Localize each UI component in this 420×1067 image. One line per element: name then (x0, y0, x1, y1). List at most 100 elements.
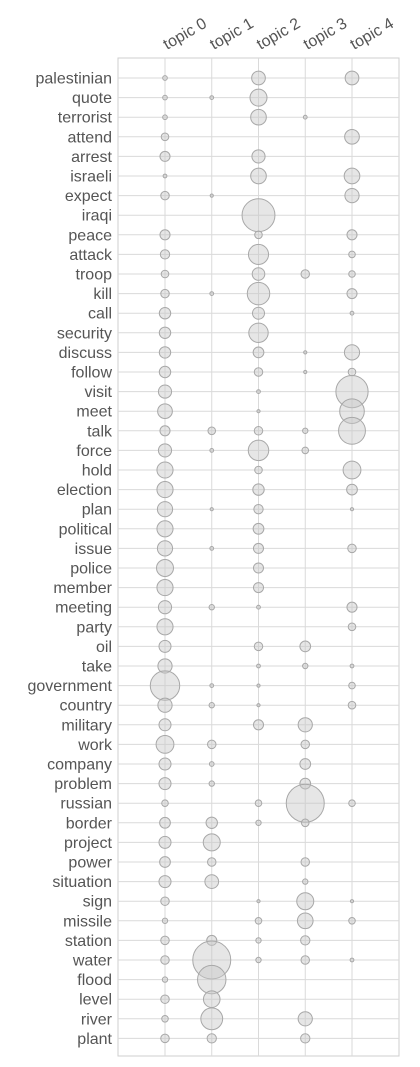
bubble (346, 288, 358, 300)
bubble (299, 640, 312, 653)
y-tick-labels: palestinian quote terrorist attend arrest isr… (28, 71, 114, 1048)
bubble (156, 540, 174, 557)
bubble (162, 114, 168, 121)
bubble (160, 288, 170, 299)
y-tick-label: level (79, 992, 112, 1009)
bubble (155, 734, 175, 754)
y-tick-label: country (60, 698, 112, 715)
y-tick-label: border (66, 815, 113, 832)
bubble (158, 365, 172, 379)
bubble (297, 1011, 313, 1027)
x-tick-label: topic 3 (301, 15, 350, 53)
y-tick-label: take (82, 659, 112, 676)
y-tick-label: quote (72, 90, 112, 107)
bubble (161, 1015, 169, 1023)
bubble (349, 663, 355, 669)
bubble (158, 875, 172, 889)
bubble (251, 149, 266, 164)
y-tick-label: election (57, 482, 112, 499)
bubble (206, 1033, 217, 1044)
y-tick-label: sign (83, 894, 112, 911)
bubble (250, 167, 267, 185)
bubble (156, 481, 174, 499)
y-tick-label: oil (96, 639, 112, 656)
bubble (159, 425, 171, 437)
y-tick-label: arrest (71, 149, 112, 166)
bubble (156, 579, 174, 597)
bubble (149, 670, 181, 701)
bubbles (149, 70, 369, 1044)
bubble (349, 310, 355, 316)
bubble (160, 269, 170, 279)
y-tick-label: attack (69, 247, 113, 264)
bubble (346, 229, 358, 241)
y-tick-label: discuss (59, 345, 112, 362)
bubble (348, 270, 356, 278)
bubble (335, 374, 369, 409)
bubble (208, 761, 215, 767)
bubble (338, 416, 366, 445)
bubble (252, 346, 265, 359)
y-tick-label: troop (76, 267, 113, 284)
bubble (160, 132, 170, 142)
bubble (256, 899, 261, 904)
bubble (204, 874, 220, 889)
bubble (162, 173, 168, 179)
bubble (158, 777, 172, 791)
bubble (207, 426, 217, 436)
y-tick-label: station (65, 933, 112, 950)
bubble (300, 935, 311, 946)
y-tick-label: issue (75, 541, 112, 558)
bubble (157, 600, 173, 615)
x-tick-label: topic 1 (207, 15, 256, 53)
y-tick-label: situation (52, 874, 112, 891)
bubble (344, 70, 360, 86)
bubble (256, 683, 261, 688)
bubble (160, 994, 170, 1004)
y-tick-label: expect (65, 188, 113, 205)
bubble (158, 835, 172, 849)
y-tick-label: attend (68, 129, 112, 146)
bubble (247, 243, 270, 265)
bubble (246, 281, 271, 306)
y-tick-label: call (88, 306, 112, 323)
bubble (249, 88, 268, 107)
bubble (208, 780, 215, 787)
bubble (302, 114, 308, 120)
bubble (252, 483, 265, 496)
bubble (159, 856, 171, 868)
y-tick-label: kill (93, 286, 112, 303)
bubble (252, 719, 265, 731)
bubble (158, 757, 172, 771)
bubble (205, 816, 218, 829)
bubble (303, 350, 308, 355)
bubble (160, 190, 170, 201)
bubble (253, 426, 264, 436)
bubble (159, 816, 171, 829)
bubble (206, 934, 218, 946)
bubble (160, 955, 170, 965)
bubble (209, 193, 214, 198)
y-tick-label: military (61, 717, 112, 734)
bubble (349, 899, 355, 904)
bubble (162, 94, 168, 101)
y-tick-label: flood (77, 972, 112, 989)
y-tick-label: force (76, 443, 112, 460)
bubble (197, 964, 227, 995)
y-tick-label: river (81, 1011, 113, 1028)
bubble (157, 403, 173, 420)
bubble (300, 269, 310, 279)
x-tick-label: topic 4 (348, 15, 397, 53)
bubble (207, 739, 217, 750)
y-tick-label: meet (76, 404, 112, 421)
bubble (208, 604, 215, 611)
bubble (161, 976, 169, 983)
bubble (343, 344, 361, 361)
bubble (161, 799, 169, 807)
bubble (300, 739, 310, 750)
bubble (207, 857, 217, 867)
y-tick-label: member (53, 580, 112, 597)
bubble (209, 546, 215, 551)
y-tick-label: meeting (55, 600, 112, 617)
bubble (202, 833, 221, 852)
